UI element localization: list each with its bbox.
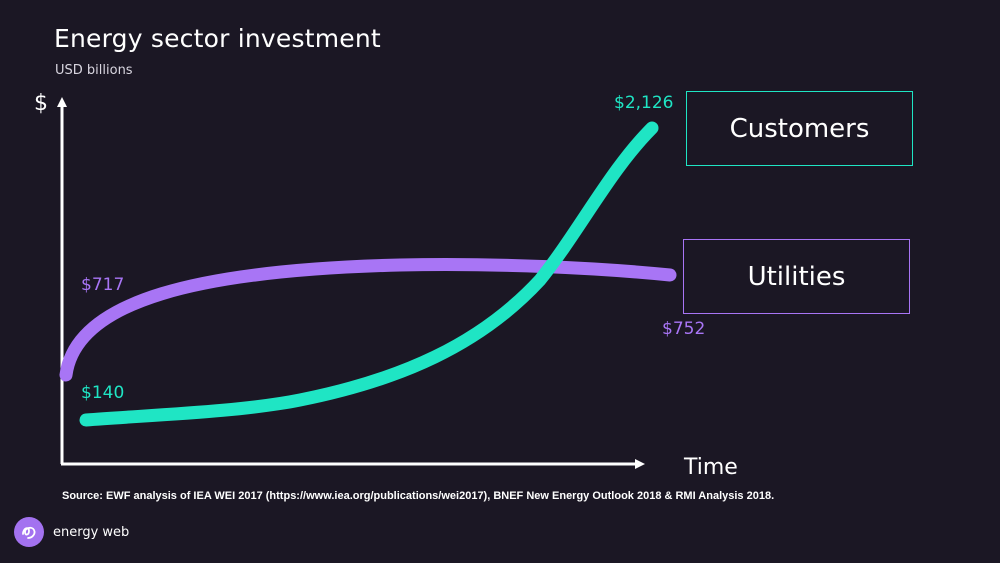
utilities-end-label: $752 bbox=[662, 319, 705, 339]
utilities-line bbox=[59, 258, 677, 382]
legend-utilities-label: Utilities bbox=[747, 261, 846, 292]
chart-title: Energy sector investment bbox=[54, 24, 381, 53]
brand-name: energy web bbox=[53, 524, 130, 540]
source-note: Source: EWF analysis of IEA WEI 2017 (ht… bbox=[62, 490, 775, 502]
utilities-start-label: $717 bbox=[81, 275, 124, 295]
y-axis-label: $ bbox=[34, 91, 48, 116]
customers-line bbox=[79, 121, 659, 427]
legend-customers-label: Customers bbox=[729, 113, 870, 144]
chart-subtitle: USD billions bbox=[55, 63, 133, 78]
legend-customers: Customers bbox=[686, 91, 913, 166]
x-axis-label: Time bbox=[683, 455, 738, 480]
customers-start-label: $140 bbox=[81, 383, 124, 403]
energy-web-logo-icon bbox=[14, 517, 44, 547]
customers-end-label: $2,126 bbox=[614, 93, 673, 113]
brand-logo: energy web bbox=[14, 517, 129, 547]
legend-utilities: Utilities bbox=[683, 239, 910, 314]
